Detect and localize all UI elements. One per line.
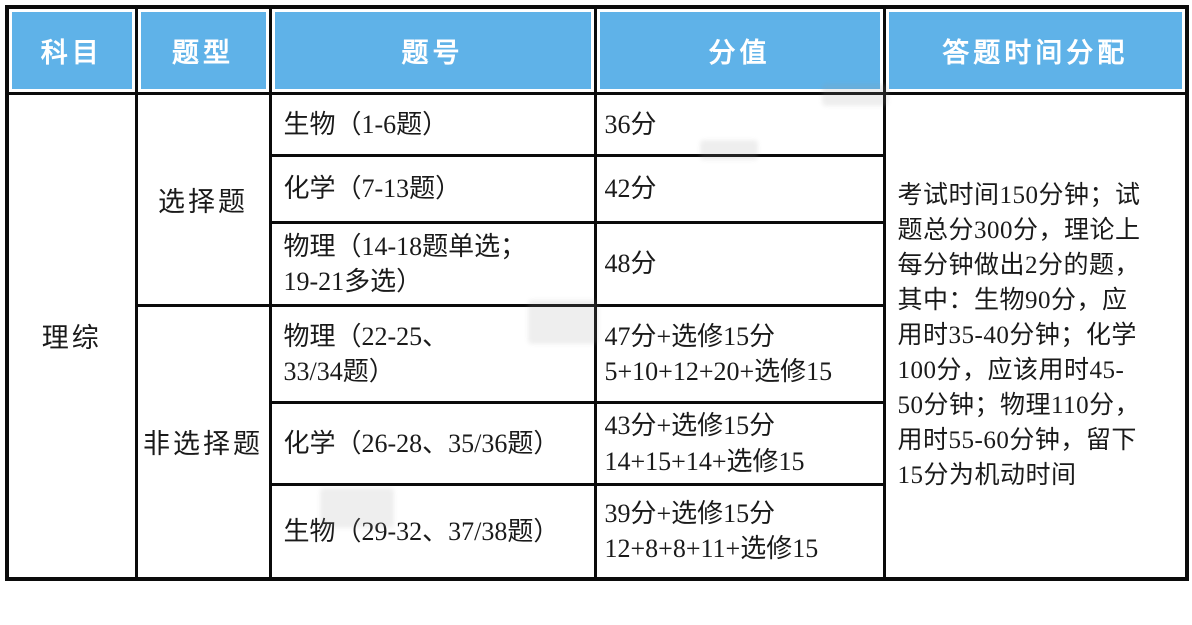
type-cell-non-choice: 非选择题 bbox=[134, 304, 272, 580]
time-allocation-cell: 考试时间150分钟；试 题总分300分，理论上 每分钟做出2分的题， 其中：生物… bbox=[882, 92, 1189, 580]
question-cell-biology-1: 生物（1-6题） bbox=[268, 92, 597, 157]
header-question-numbers: 题号 bbox=[268, 5, 597, 95]
header-question-type: 题型 bbox=[134, 5, 272, 95]
type-cell-choice: 选择题 bbox=[134, 92, 272, 307]
table-row: 非选择题 物理（22-25、 33/34题） 47分+选修15分 5+10+12… bbox=[7, 304, 1187, 580]
question-cell-physics-1: 物理（14-18题单选； 19-21多选） bbox=[268, 221, 597, 307]
question-cell-chemistry-2: 化学（26-28、35/36题） bbox=[268, 401, 597, 486]
score-cell-physics-1: 48分 bbox=[593, 221, 886, 307]
header-subject: 科目 bbox=[5, 5, 138, 95]
subject-cell: 理综 bbox=[5, 92, 138, 580]
table-row: 生物（29-32、37/38题） 39分+选修15分 12+8+8+11+选修1… bbox=[7, 483, 1187, 580]
score-cell-physics-2: 47分+选修15分 5+10+12+20+选修15 bbox=[593, 304, 886, 404]
score-cell-biology-1: 36分 bbox=[593, 92, 886, 157]
table-row: 物理（14-18题单选； 19-21多选） 48分 bbox=[7, 221, 1187, 307]
question-cell-chemistry-1: 化学（7-13题） bbox=[268, 154, 597, 224]
table-row: 化学（7-13题） 42分 bbox=[7, 154, 1187, 224]
header-time-allocation: 答题时间分配 bbox=[882, 5, 1189, 95]
score-cell-biology-2: 39分+选修15分 12+8+8+11+选修15 bbox=[593, 483, 886, 580]
question-cell-physics-2: 物理（22-25、 33/34题） bbox=[268, 304, 597, 404]
question-cell-biology-2: 生物（29-32、37/38题） bbox=[268, 483, 597, 580]
score-cell-chemistry-1: 42分 bbox=[593, 154, 886, 224]
exam-allocation-table: 科目 题型 题号 分值 答题时间分配 理综 选择题 生物（1-6题） 36分 考… bbox=[5, 5, 1189, 581]
score-cell-chemistry-2: 43分+选修15分 14+15+14+选修15 bbox=[593, 401, 886, 486]
table-row: 理综 选择题 生物（1-6题） 36分 考试时间150分钟；试 题总分300分，… bbox=[5, 92, 1189, 580]
table-row: 化学（26-28、35/36题） 43分+选修15分 14+15+14+选修15 bbox=[7, 401, 1187, 486]
header-row: 科目 题型 题号 分值 答题时间分配 bbox=[5, 5, 1189, 95]
header-score: 分值 bbox=[593, 5, 886, 95]
